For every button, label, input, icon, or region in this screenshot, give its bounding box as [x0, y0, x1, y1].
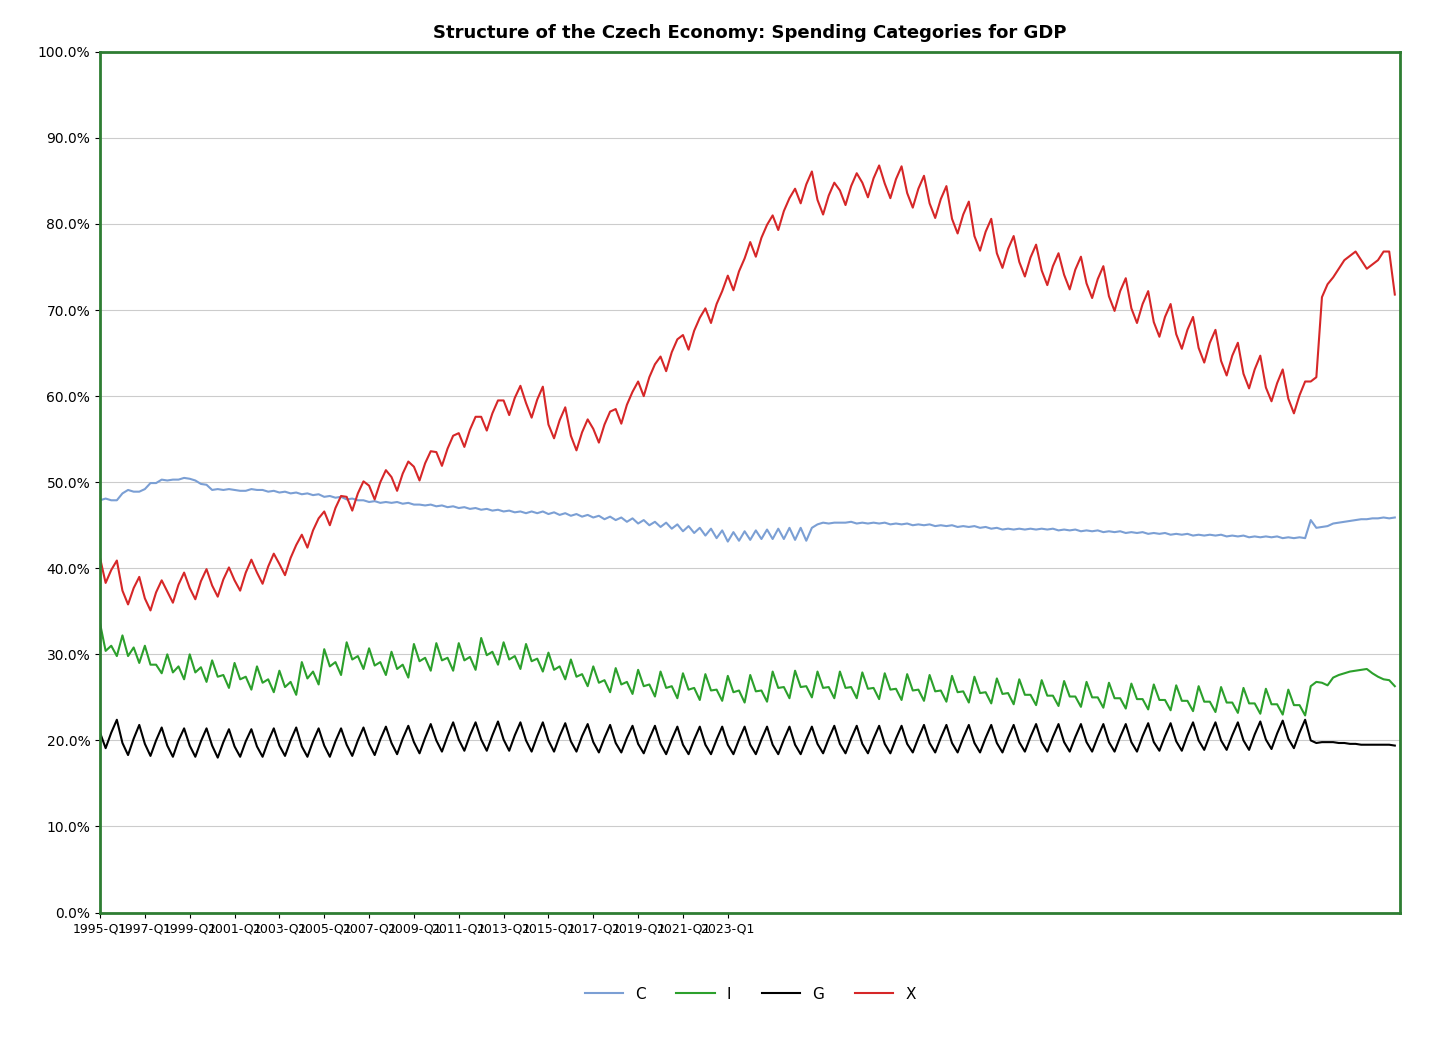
- Line: X: X: [100, 166, 1395, 611]
- G: [282, 734, 299, 747]
- G: [1386, 739, 1403, 752]
- Legend: C, I, G, X: C, I, G, X: [579, 980, 922, 1008]
- G: [506, 729, 523, 741]
- I: [1296, 709, 1313, 722]
- C: [176, 472, 193, 484]
- Line: I: I: [100, 623, 1395, 716]
- X: [141, 605, 159, 617]
- X: [214, 573, 231, 586]
- G: [1358, 738, 1375, 751]
- I: [1386, 680, 1403, 693]
- I: [1353, 664, 1370, 676]
- C: [214, 483, 231, 496]
- X: [433, 459, 450, 472]
- X: [1358, 262, 1375, 275]
- I: [427, 637, 444, 649]
- G: [109, 713, 126, 726]
- C: [1386, 511, 1403, 524]
- Line: G: G: [100, 720, 1395, 758]
- C: [719, 535, 736, 548]
- C: [276, 485, 293, 498]
- X: [276, 569, 293, 582]
- X: [91, 552, 109, 564]
- G: [220, 723, 237, 735]
- C: [91, 494, 109, 506]
- G: [203, 739, 220, 752]
- G: [209, 752, 226, 764]
- I: [199, 676, 216, 689]
- C: [433, 499, 450, 511]
- C: [203, 483, 220, 496]
- C: [1358, 513, 1375, 526]
- Title: Structure of the Czech Economy: Spending Categories for GDP: Structure of the Czech Economy: Spending…: [433, 24, 1067, 41]
- X: [500, 409, 517, 421]
- G: [91, 727, 109, 739]
- I: [494, 636, 512, 648]
- I: [91, 617, 109, 629]
- X: [870, 160, 887, 172]
- Line: C: C: [100, 478, 1395, 541]
- G: [439, 730, 456, 742]
- I: [209, 671, 226, 683]
- I: [272, 665, 289, 677]
- X: [1386, 288, 1403, 301]
- X: [203, 580, 220, 592]
- C: [500, 504, 517, 516]
